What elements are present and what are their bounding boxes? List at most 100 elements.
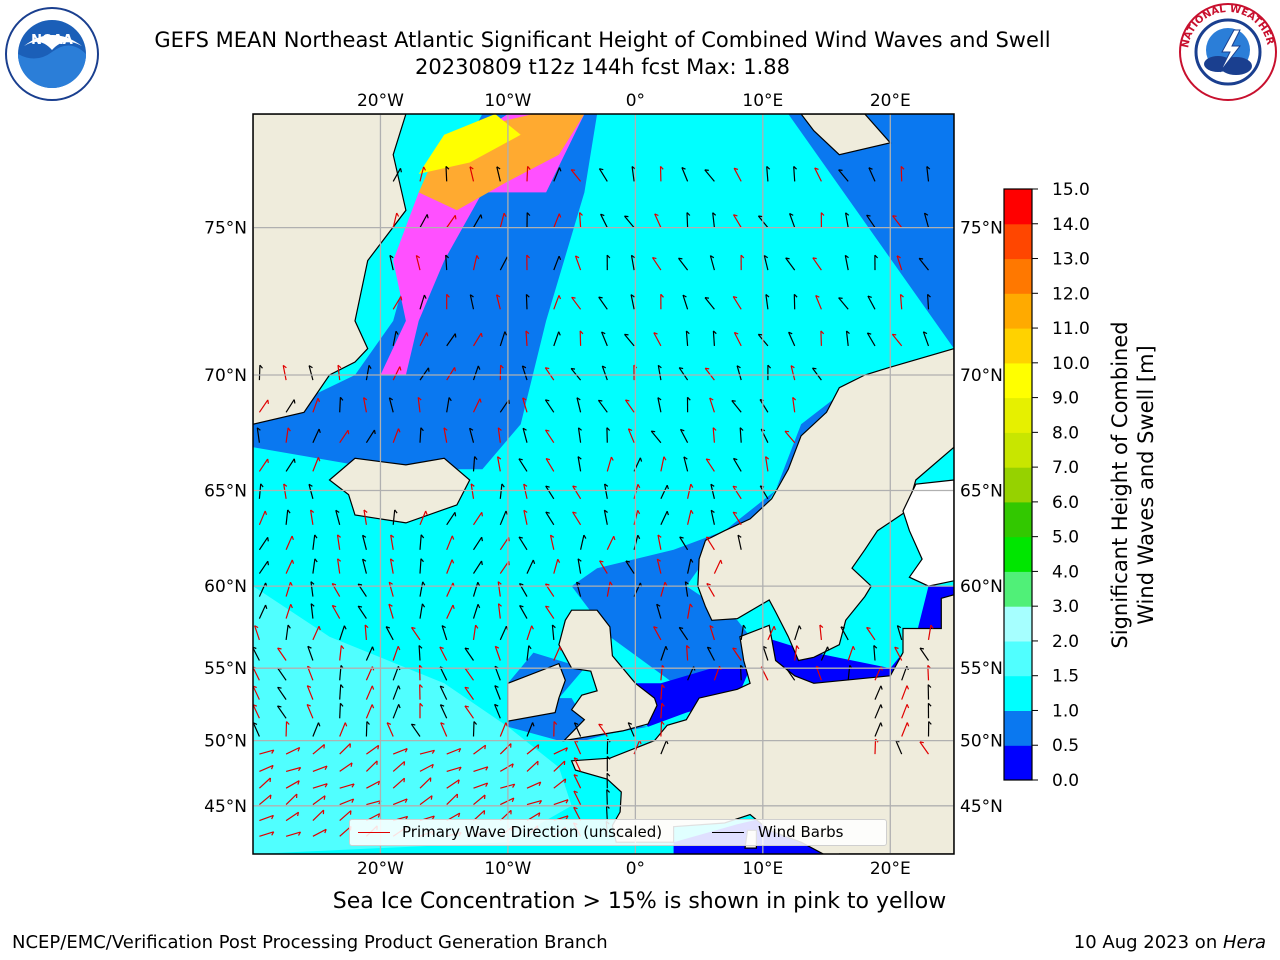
barbs-layer [253,165,934,837]
wind-barb [308,365,314,381]
wind-barb [446,511,457,526]
wind-barb [339,702,344,719]
colorbar-segment [1004,362,1032,399]
wind-barb [576,397,582,413]
colorbar-tick-label: 13.0 [1052,250,1090,270]
wave-direction-arrow [687,603,693,619]
colorbar-segment [1004,571,1032,607]
wind-barb [445,254,450,271]
wave-direction-arrow [687,483,694,499]
wind-barb [600,213,608,228]
lat-tick-right: 65°N [960,481,1003,501]
wind-barb [392,330,399,347]
wind-barb [258,604,268,619]
wind-barb [544,399,555,413]
colorbar-segment [1004,397,1032,433]
wind-barb [820,646,830,661]
wave-direction-arrow [392,777,405,789]
wave-direction-arrow [339,798,355,806]
lat-tick-left: 60°N [204,577,247,597]
wave-direction-arrow [523,509,528,525]
colorbar-segment [1004,223,1032,260]
wind-barb [499,510,508,526]
wind-barb [472,560,483,574]
wind-barb [385,626,394,641]
wind-barb [838,169,849,182]
wave-direction-arrow [574,255,582,271]
colorbar-segment [1004,189,1032,225]
wind-barb [307,645,314,661]
wave-direction-arrow [446,793,458,806]
wind-barb [357,605,367,619]
wave-direction-arrow [259,764,274,772]
lat-tick-right: 45°N [960,797,1003,817]
wave-direction-arrow [310,509,315,525]
wind-barb [362,534,367,550]
wave-direction-arrow [259,831,275,837]
wind-barb [767,364,772,381]
wave-direction-arrow [705,458,715,472]
map-frame [252,113,955,855]
wind-barb [522,427,528,443]
colorbar-frame [1003,188,1033,781]
wind-barb [896,625,903,641]
wave-direction-arrow [446,214,457,228]
wind-barb [308,483,314,499]
wave-direction-arrow [814,167,822,182]
wind-barb [439,704,448,719]
wind-barb [678,367,689,381]
wind-barb [258,483,264,499]
wind-barb [472,581,481,597]
wave-direction-arrow [472,332,483,347]
wind-barb [312,428,321,443]
colorbar-segment [1004,640,1032,677]
wave-direction-arrow [419,749,435,755]
lat-tick-left: 50°N [204,732,247,752]
wave-direction-arrow [446,367,456,381]
wave-direction-arrow [820,212,825,228]
wind-barb [464,647,474,661]
wind-barb [392,509,398,525]
wave-direction-arrow [732,485,742,500]
wave-direction-arrow [337,558,342,574]
wave-direction-arrow [733,331,742,347]
wind-barb [866,332,876,347]
wave-direction-arrow [415,254,421,271]
wind-barb [739,427,744,443]
wave-direction-arrow [364,624,369,640]
wave-direction-arrow [598,723,608,737]
lon-tick-top: 20°W [357,91,404,111]
lat-tick-left: 65°N [204,481,247,501]
wind-barb-swatch [712,832,744,833]
wind-barb [624,333,635,347]
wind-barb [704,297,715,310]
wave-direction-arrow [709,625,715,641]
wave-direction-arrow [388,603,394,619]
wind-barb [678,257,689,271]
wave-direction-arrow [392,761,406,772]
colorbar-tick-label: 9.0 [1052,389,1079,409]
wind-barb [709,255,715,271]
colorbar-tick-label: 7.0 [1052,458,1079,478]
wave-direction-arrow [733,167,742,182]
wind-barb [419,367,430,381]
wave-direction-arrow [732,214,742,228]
wave-direction-arrow [464,686,474,700]
wave-direction-arrow [819,624,824,640]
colorbar-segment [1004,536,1032,572]
wave-direction-arrow [553,778,567,789]
wind-barb [657,364,662,381]
wind-barb [681,166,689,182]
footer-date: 10 Aug 2023 on Hera [1074,932,1266,953]
wave-direction-arrow [544,429,555,444]
wave-direction-arrow [363,509,368,525]
lon-tick-bottom: 10°W [484,859,531,879]
wave-direction-arrow [792,396,797,413]
wind-barb [258,536,269,551]
wind-barb [494,703,501,719]
wind-barb [410,723,421,737]
wave-direction-arrow [285,559,295,574]
wave-direction-swatch [358,832,390,833]
finland [902,479,954,587]
wind-barb [258,560,269,574]
